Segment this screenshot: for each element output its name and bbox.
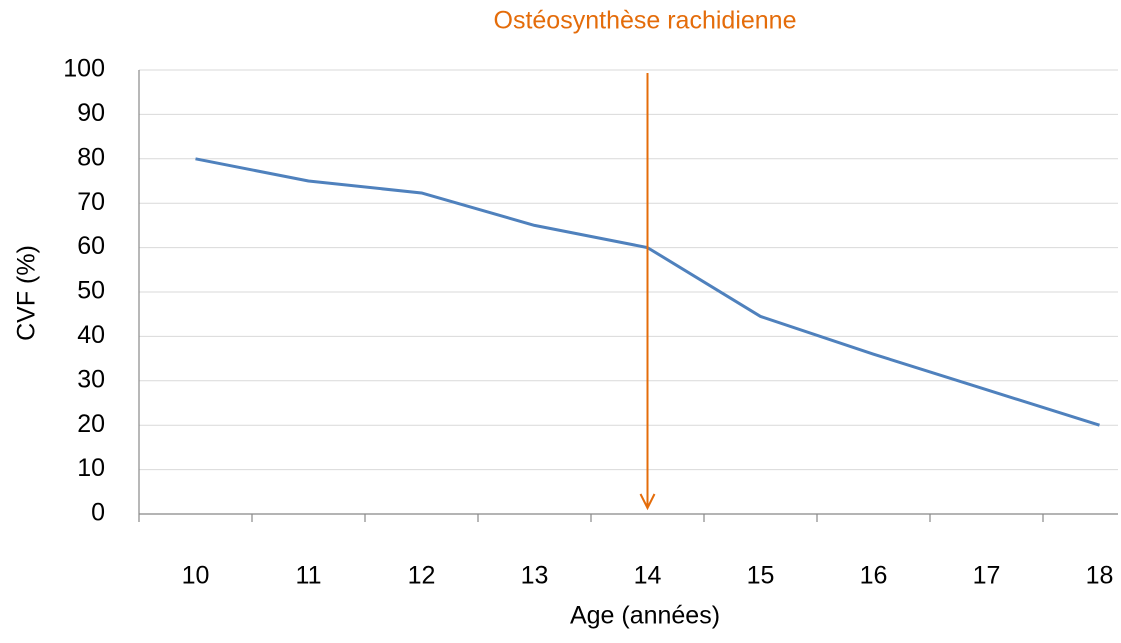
y-tick-label: 30: [77, 365, 105, 393]
y-tick-label: 90: [77, 99, 105, 127]
x-tick-label: 16: [860, 562, 888, 590]
annotation-arrowhead: [639, 493, 656, 511]
x-tick-label: 11: [296, 562, 322, 590]
y-tick-label: 10: [77, 454, 105, 482]
x-tick-label: 10: [182, 562, 210, 590]
x-tick-label: 12: [408, 562, 436, 590]
y-tick-label: 60: [77, 232, 105, 260]
x-tick-label: 14: [634, 562, 662, 590]
x-tick-label: 18: [1086, 562, 1114, 590]
y-tick-label: 50: [77, 277, 105, 305]
y-tick-label: 80: [77, 143, 105, 171]
x-tick-label: 13: [521, 562, 549, 590]
x-tick-label: 17: [973, 562, 1001, 590]
y-tick-label: 100: [63, 55, 105, 83]
y-tick-label: 20: [77, 410, 105, 438]
annotation: Ostéosynthèse rachidienne: [494, 7, 797, 35]
x-tick-label: 15: [747, 562, 775, 590]
y-tick-label: 0: [91, 499, 105, 527]
y-tick-label: 70: [77, 188, 105, 216]
x-axis-title: Age (années): [570, 602, 720, 630]
y-tick-label: 40: [77, 321, 105, 349]
y-axis-title: CVF (%): [13, 245, 41, 341]
